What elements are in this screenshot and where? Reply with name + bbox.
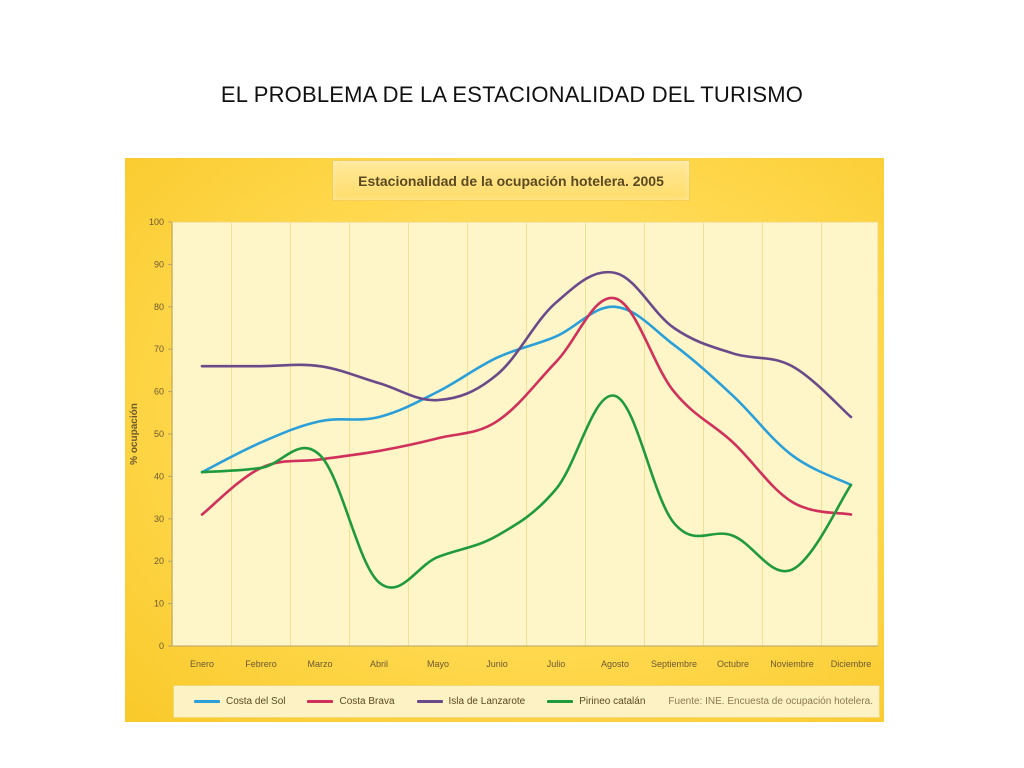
legend-item: Costa del Sol [194,696,285,707]
series-line-3 [200,270,853,419]
y-tick-label: 80 [154,302,164,312]
series-line-4 [200,394,853,589]
plot-area [171,221,879,647]
y-tick-label: 10 [154,599,164,609]
x-tick-label: Noviembre [770,659,814,669]
x-tick-label: Diciembre [831,659,872,669]
x-tick-label: Junio [486,659,508,669]
chart-legend: Costa del Sol Costa Brava Isla de Lanzarot… [173,685,880,718]
x-tick-label: Mayo [427,659,449,669]
y-tick-label: 60 [154,387,164,397]
series-lines [200,270,853,589]
x-tick-label: Septiembre [651,659,697,669]
series-line-2 [200,296,853,516]
legend-item: Pirineo catalán [547,696,645,707]
y-tick-label: 0 [159,641,164,651]
legend-label: Pirineo catalán [579,696,646,707]
x-tick-label: Abril [370,659,388,669]
chart-panel: Estacionalidad de la ocupación hotelera.… [125,158,884,722]
x-tick-label: Enero [190,659,214,669]
y-tick-label: 20 [154,556,164,566]
legend-swatch [416,700,443,703]
series-line-1 [200,305,853,487]
legend-swatch [547,700,574,703]
x-tick-label: Octubre [717,659,749,669]
chart-source: Fuente: INE. Encuesta de ocupación hotel… [668,696,873,707]
y-tick-label: 50 [154,429,164,439]
y-tick-label: 100 [149,217,164,227]
x-tick-label: Agosto [601,659,629,669]
y-tick-label: 40 [154,471,164,481]
legend-label: Costa del Sol [226,696,286,707]
slide-title: EL PROBLEMA DE LA ESTACIONALIDAD DEL TUR… [220,82,804,107]
line-chart: 0 10 20 30 40 50 60 70 80 90 100 Enero Febrero Marzo A… [129,217,879,669]
y-tick-label: 90 [154,259,164,269]
legend-swatch [194,700,220,703]
y-tick-label: 70 [154,344,164,354]
legend-label: Isla de Lanzarote [448,696,526,707]
chart-title-box: Estacionalidad de la ocupación hotelera.… [332,160,690,201]
legend-item: Costa Brava [307,696,395,707]
legend-swatch [307,700,334,703]
y-tick-label: 30 [154,514,164,524]
legend-label: Costa Brava [339,696,395,707]
y-axis-label: % ocupación [129,403,140,465]
legend-item: Isla de Lanzarote [416,696,526,707]
axes: 0 10 20 30 40 50 60 70 80 90 100 Enero Febrero Marzo A… [149,217,878,669]
x-tick-label: Febrero [245,659,277,669]
x-tick-label: Marzo [307,659,332,669]
chart-title: Estacionalidad de la ocupación hotelera.… [358,172,664,189]
x-tick-label: Julio [547,659,566,669]
